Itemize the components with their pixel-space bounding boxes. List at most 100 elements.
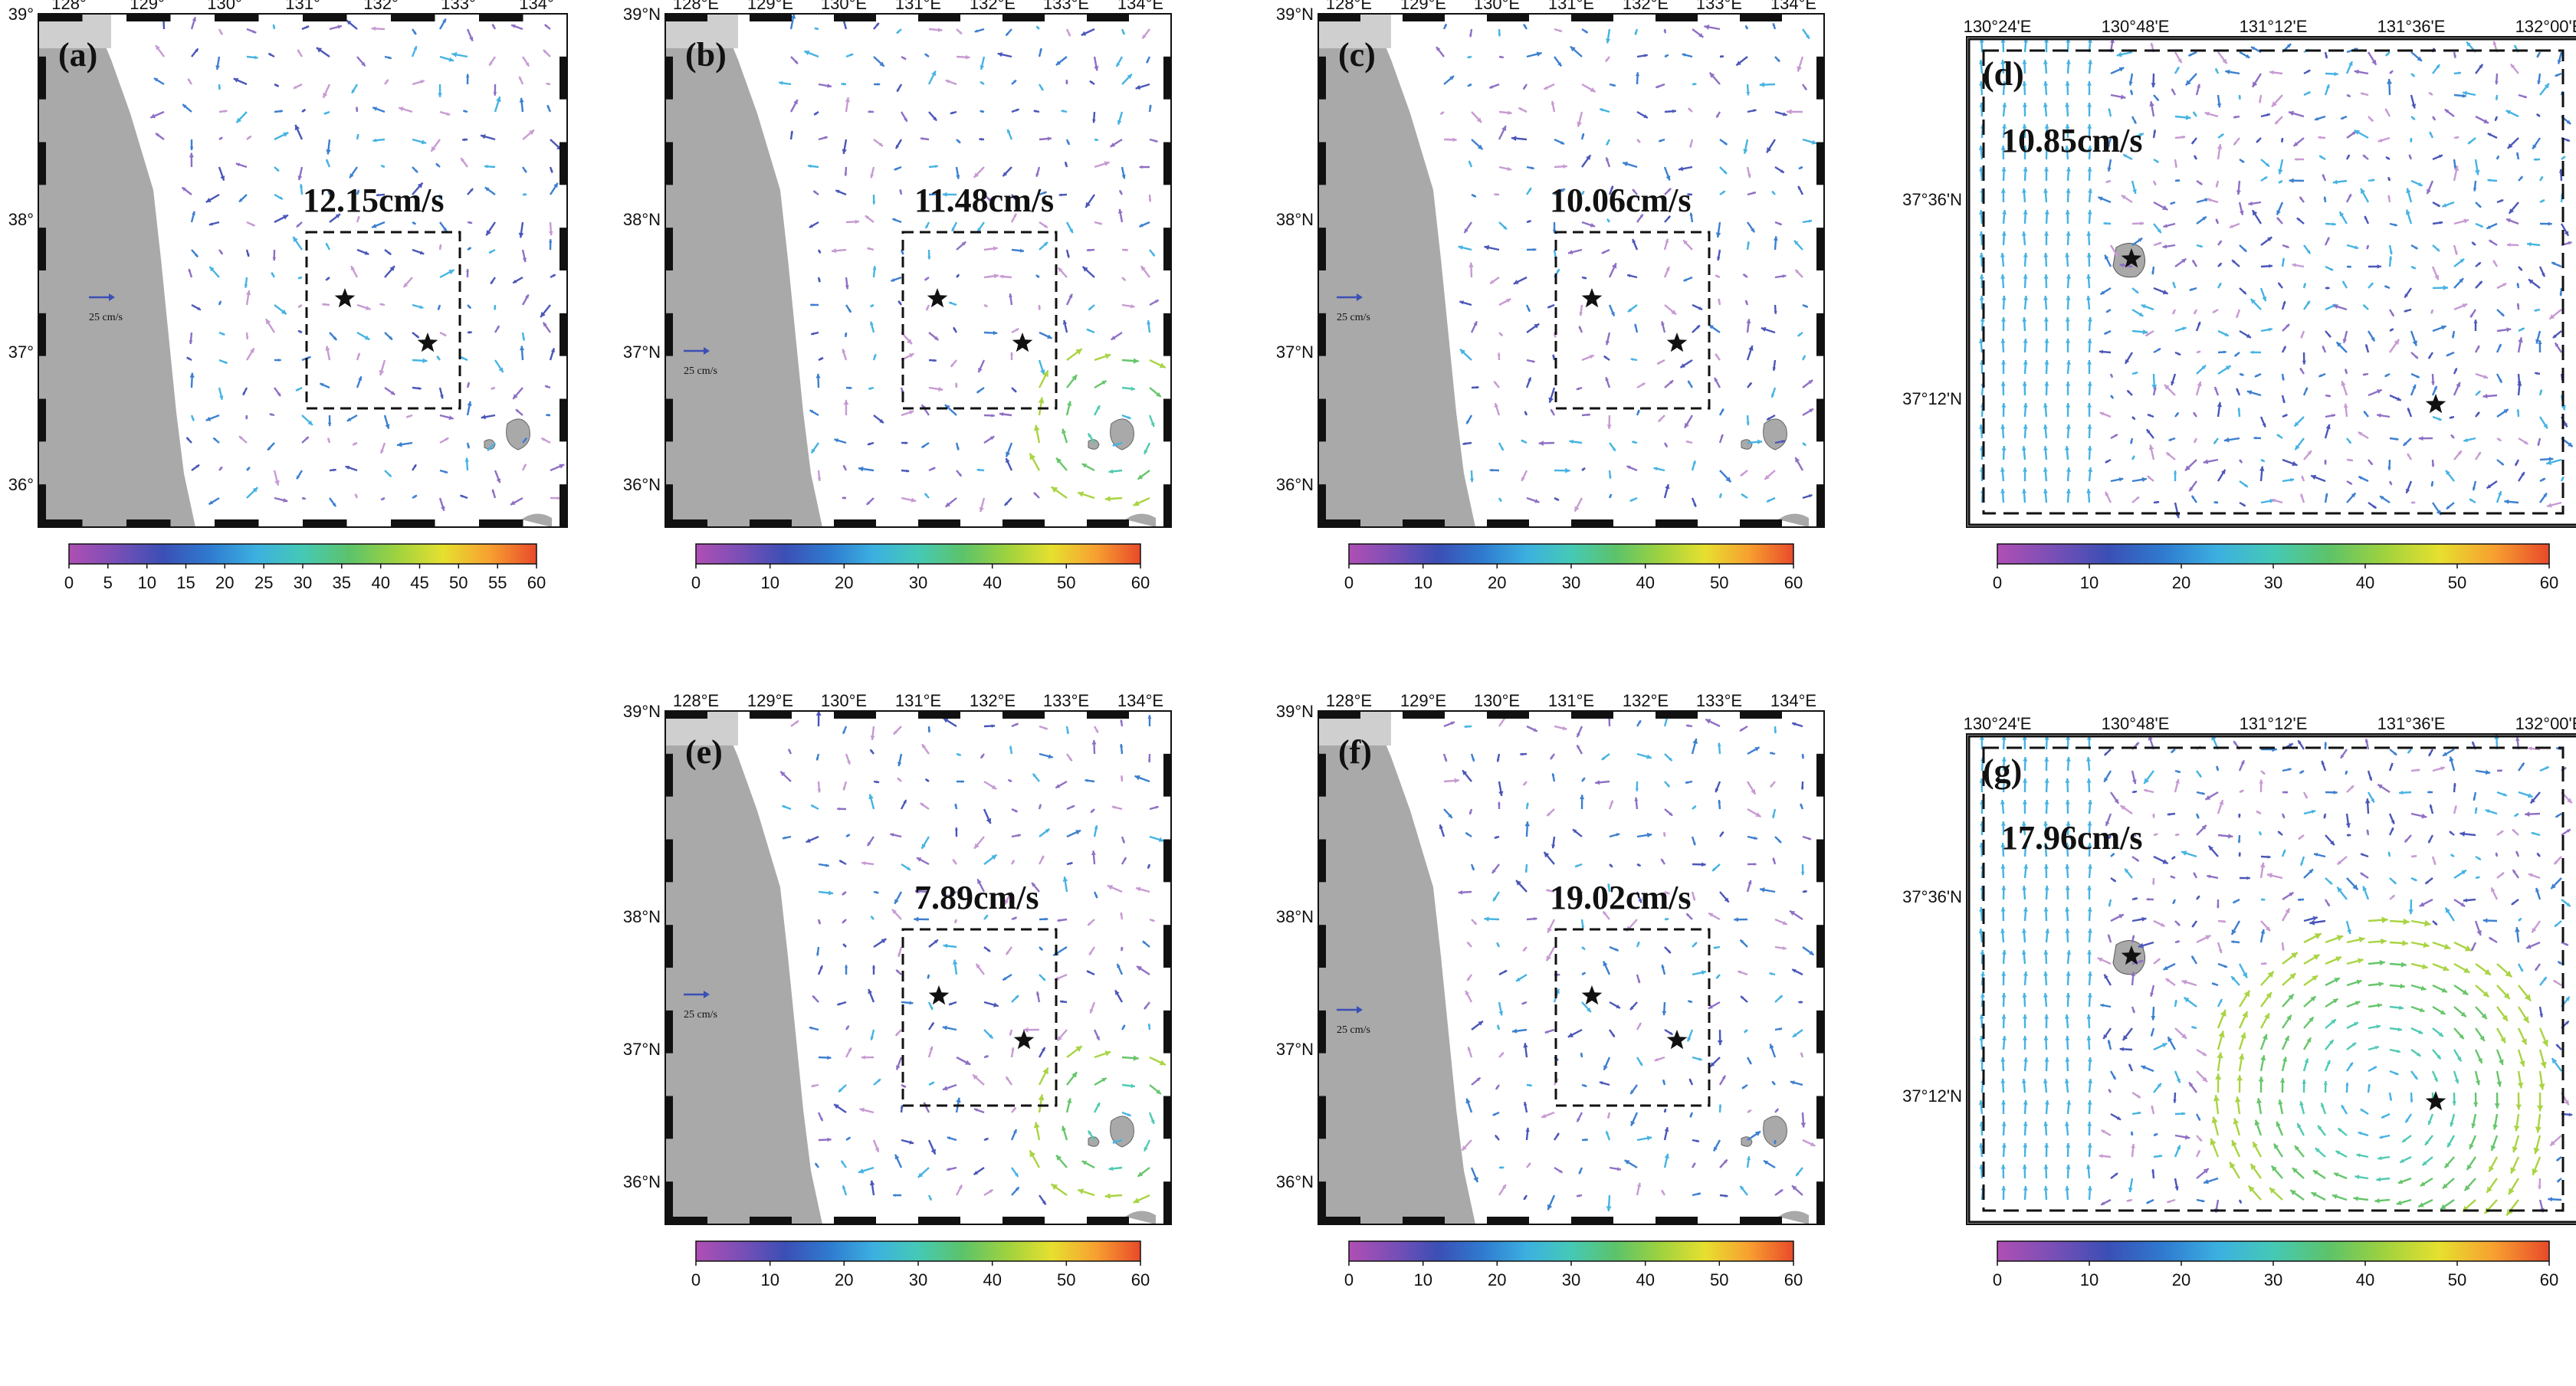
x-tick-label: 131°12'E bbox=[2240, 714, 2308, 733]
x-tick-label: 132°E bbox=[1623, 0, 1669, 13]
colorbar-tick-label: 60 bbox=[1131, 1270, 1150, 1289]
colorbar-tick-label: 0 bbox=[64, 573, 74, 592]
mean-speed-label: 19.02cm/s bbox=[1550, 879, 1692, 916]
colorbar-tick-label: 40 bbox=[2356, 1270, 2374, 1289]
x-tick-label: 129°E bbox=[1400, 691, 1446, 710]
x-tick-label: 128°E bbox=[1326, 691, 1372, 710]
colorbar-tick-label: 35 bbox=[333, 573, 351, 592]
colorbar-tick-label: 50 bbox=[1057, 573, 1075, 592]
y-tick-label: 37°N bbox=[1276, 1040, 1314, 1059]
colorbar-tick-label: 60 bbox=[2540, 573, 2558, 592]
y-tick-label: 37°N bbox=[1276, 342, 1314, 362]
panel-label: (c) bbox=[1338, 36, 1376, 74]
y-tick-label: 38°N bbox=[1276, 907, 1314, 926]
x-tick-label: 132°E bbox=[970, 691, 1016, 710]
colorbar-tick-label: 60 bbox=[527, 573, 546, 592]
station-star-2 bbox=[2425, 394, 2446, 414]
colorbar-tick-label: 40 bbox=[371, 573, 389, 592]
colorbar-tick-label: 40 bbox=[983, 573, 1001, 592]
colorbar bbox=[68, 543, 537, 565]
colorbar-tick-label: 20 bbox=[835, 573, 853, 592]
y-tick-label: 38°N bbox=[623, 907, 661, 926]
x-tick-label: 133°E bbox=[1696, 0, 1742, 13]
x-tick-label: 131°E bbox=[1548, 0, 1594, 13]
y-tick-label: 37°N bbox=[623, 342, 661, 362]
y-tick-label: 36°N bbox=[1276, 475, 1314, 494]
colorbar-tick-label: 10 bbox=[1413, 573, 1432, 592]
y-tick-label: 36°N bbox=[1276, 1172, 1314, 1191]
colorbar-tick-label: 20 bbox=[215, 573, 234, 592]
x-tick-label: 133° bbox=[441, 0, 476, 13]
map-d: 130°24'E 130°48'E 131°12'E 131°36'E 132°00'E… bbox=[1902, 17, 2576, 592]
panel-label: (e) bbox=[685, 733, 723, 771]
x-tick-label: 130°48'E bbox=[2102, 17, 2170, 36]
x-tick-label: 131°12'E bbox=[2240, 17, 2308, 36]
study-area-box bbox=[305, 231, 461, 410]
x-tick-label: 130° bbox=[207, 0, 242, 13]
mean-speed-label: 11.48cm/s bbox=[914, 182, 1054, 219]
x-tick-label: 132°00'E bbox=[2515, 17, 2576, 36]
colorbar-tick-label: 30 bbox=[909, 573, 927, 592]
current-vectors bbox=[1439, 712, 1816, 1211]
x-tick-label: 133°E bbox=[1696, 691, 1742, 710]
current-vectors bbox=[779, 711, 1167, 1205]
colorbar-tick-label: 20 bbox=[1488, 573, 1506, 592]
x-tick-label: 130°24'E bbox=[1964, 17, 2032, 36]
y-tick-label: 36° bbox=[8, 475, 34, 494]
map-f: 128°E 129°E 130°E 131°E 132°E 133°E 134°E 39°N 3… bbox=[1276, 691, 1825, 1289]
colorbar-tick-label: 15 bbox=[176, 573, 195, 592]
x-tick-label: 128°E bbox=[673, 691, 719, 710]
ulleung-island bbox=[1110, 1116, 1134, 1148]
colorbar-tick-label: 10 bbox=[760, 1270, 779, 1289]
zoom-area-box bbox=[1982, 746, 2565, 1212]
map-c: 128°E 129°E 130°E 131°E 132°E 133°E 134°E 39°N 3… bbox=[1276, 0, 1825, 592]
x-tick-label: 131°E bbox=[1548, 691, 1594, 710]
station-star-2 bbox=[417, 333, 438, 352]
colorbar-tick-label: 0 bbox=[1993, 1270, 2002, 1289]
reference-label: 25 cm/s bbox=[1337, 1024, 1370, 1036]
map-g: 130°24'E 130°48'E 131°12'E 131°36'E 132°00'E… bbox=[1902, 714, 2576, 1289]
panel-d: 130°24'E 130°48'E 131°12'E 131°36'E 132°00'E… bbox=[1902, 17, 2576, 619]
station-star-2 bbox=[2425, 1091, 2446, 1111]
station-star-1 bbox=[2121, 945, 2142, 965]
y-tick-label: 37°36'N bbox=[1902, 887, 1962, 906]
x-tick-label: 130°E bbox=[1474, 0, 1520, 13]
colorbar-tick-label: 0 bbox=[1344, 573, 1354, 592]
x-tick-label: 131°36'E bbox=[2377, 17, 2446, 36]
colorbar-tick-label: 40 bbox=[1636, 1270, 1654, 1289]
y-tick-label: 37°N bbox=[623, 1040, 661, 1059]
colorbar-tick-label: 30 bbox=[909, 1270, 927, 1289]
colorbar-tick-label: 20 bbox=[2172, 573, 2190, 592]
colorbar-tick-label: 60 bbox=[2540, 1270, 2558, 1289]
x-tick-label: 131°E bbox=[895, 0, 941, 13]
colorbar-tick-label: 45 bbox=[410, 573, 428, 592]
colorbar-tick-label: 30 bbox=[2264, 1270, 2282, 1289]
current-vectors bbox=[779, 14, 1167, 513]
colorbar-tick-label: 10 bbox=[137, 573, 156, 592]
mean-speed-label: 12.15cm/s bbox=[303, 182, 445, 219]
coastline-land bbox=[665, 711, 822, 1224]
ulleung-island bbox=[1763, 1116, 1787, 1148]
study-area-box bbox=[901, 231, 1058, 410]
panel-label: (b) bbox=[685, 36, 727, 74]
colorbar bbox=[1348, 1240, 1794, 1262]
map-frame bbox=[1966, 36, 2576, 528]
coast-edge bbox=[521, 513, 552, 527]
colorbar-tick-label: 30 bbox=[2264, 573, 2282, 592]
colorbar-tick-label: 0 bbox=[691, 1270, 701, 1289]
colorbar-tick-label: 40 bbox=[1636, 573, 1654, 592]
x-tick-label: 134°E bbox=[1117, 0, 1163, 13]
station-star-2 bbox=[1013, 1030, 1035, 1050]
coast-edge bbox=[1125, 1211, 1156, 1224]
current-vectors bbox=[1978, 734, 2573, 1217]
reference-label: 25 cm/s bbox=[89, 312, 123, 323]
colorbar-tick-label: 40 bbox=[2356, 573, 2374, 592]
reference-label: 25 cm/s bbox=[684, 365, 717, 377]
station-star-1 bbox=[1581, 985, 1603, 1005]
y-tick-label: 39°N bbox=[623, 5, 661, 24]
x-tick-label: 133°E bbox=[1043, 691, 1089, 710]
colorbar-tick-label: 50 bbox=[2448, 1270, 2466, 1289]
station-star-2 bbox=[1666, 333, 1688, 352]
colorbar-tick-label: 50 bbox=[449, 573, 468, 592]
panel-label: (g) bbox=[1983, 752, 2022, 790]
